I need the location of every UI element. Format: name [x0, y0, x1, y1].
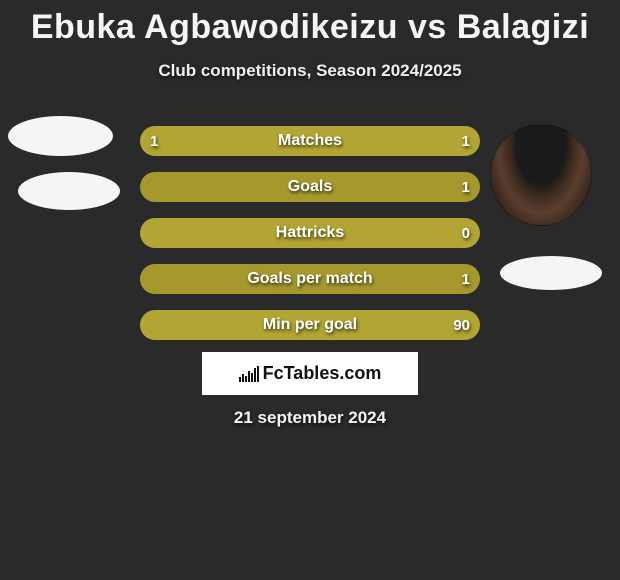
stat-row: Goals 1: [0, 164, 620, 210]
stat-left-value: 1: [150, 133, 158, 150]
stat-right-value: 1: [462, 179, 470, 196]
stat-row: 1 Matches 1: [0, 118, 620, 164]
stat-right-value: 90: [453, 317, 470, 334]
stat-right-value: 1: [462, 271, 470, 288]
comparison-subtitle: Club competitions, Season 2024/2025: [0, 61, 620, 81]
stat-row: Goals per match 1: [0, 256, 620, 302]
stat-bar-min-per-goal: Min per goal 90: [140, 310, 480, 340]
comparison-date: 21 september 2024: [0, 408, 620, 428]
stat-right-value: 1: [462, 133, 470, 150]
stat-bar-matches: 1 Matches 1: [140, 126, 480, 156]
stat-bar-goals: Goals 1: [140, 172, 480, 202]
stat-label: Goals per match: [247, 270, 372, 288]
stat-row: Hattricks 0: [0, 210, 620, 256]
stat-bar-goals-per-match: Goals per match 1: [140, 264, 480, 294]
logo-box: FcTables.com: [202, 352, 418, 395]
stat-label: Goals: [288, 178, 332, 196]
stat-row: Min per goal 90: [0, 302, 620, 348]
stat-label: Hattricks: [276, 224, 344, 242]
stat-label: Min per goal: [263, 316, 357, 334]
bar-chart-icon: [239, 366, 259, 382]
stat-right-value: 0: [462, 225, 470, 242]
logo-text: FcTables.com: [263, 363, 382, 384]
stat-bar-hattricks: Hattricks 0: [140, 218, 480, 248]
comparison-title: Ebuka Agbawodikeizu vs Balagizi: [0, 0, 620, 47]
stats-area: 1 Matches 1 Goals 1 Hattricks 0 Goals pe…: [0, 118, 620, 348]
stat-label: Matches: [278, 132, 342, 150]
